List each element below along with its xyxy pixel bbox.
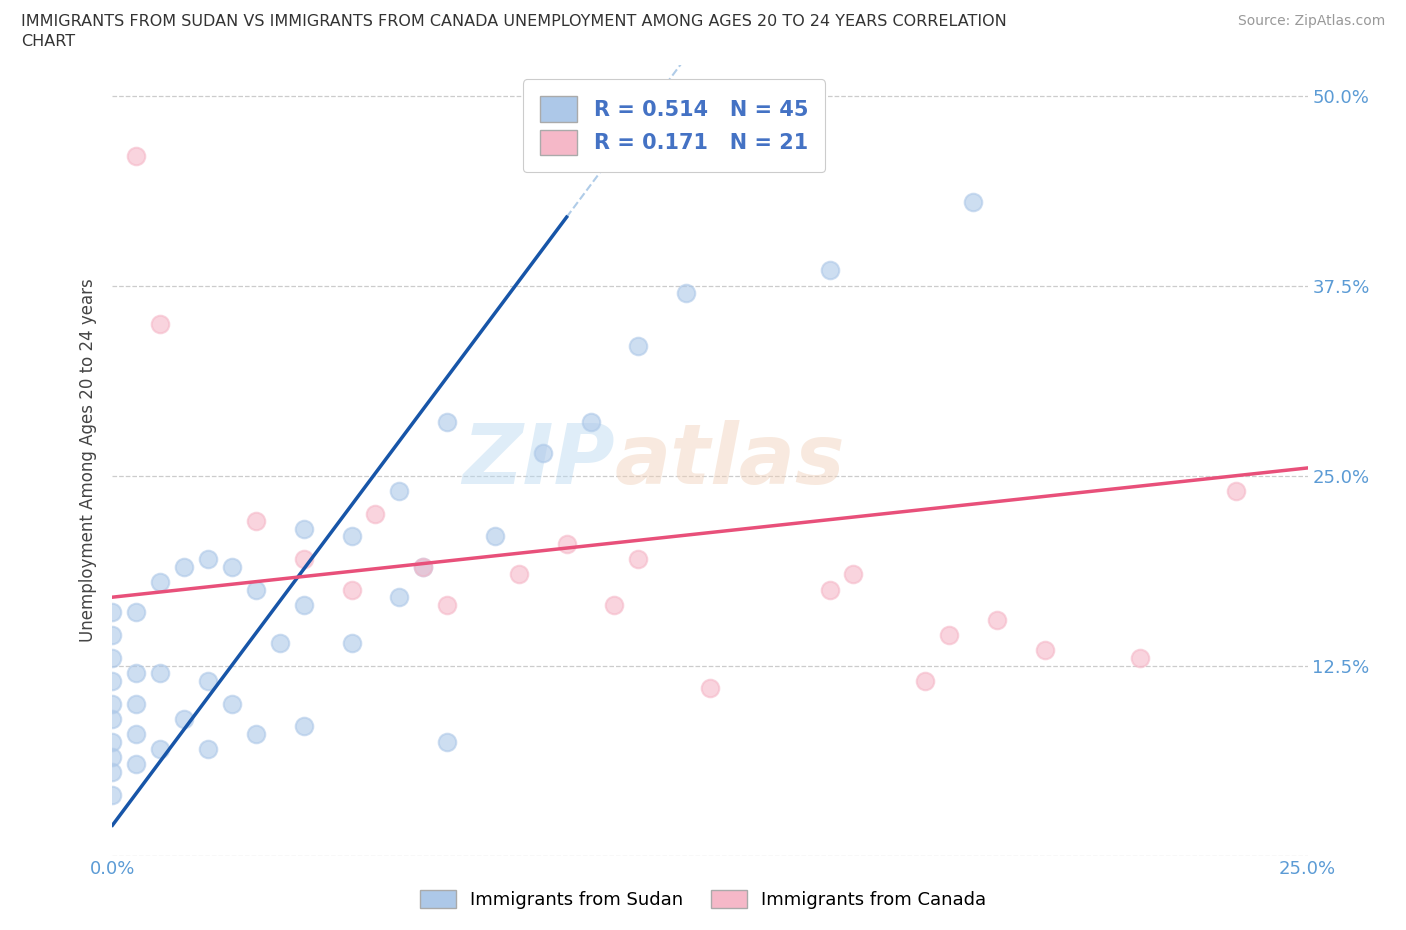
Point: [579, 415, 602, 430]
Point: [364, 506, 387, 521]
Point: [269, 635, 291, 650]
Point: [340, 582, 363, 597]
Point: [412, 559, 434, 574]
Point: [245, 582, 267, 597]
Point: [101, 651, 124, 666]
Point: [101, 711, 124, 726]
Point: [986, 613, 1008, 628]
Point: [412, 559, 434, 574]
Point: [1033, 643, 1056, 658]
Point: [149, 316, 172, 331]
Point: [245, 513, 267, 528]
Point: [292, 522, 315, 537]
Point: [1129, 651, 1152, 666]
Y-axis label: Unemployment Among Ages 20 to 24 years: Unemployment Among Ages 20 to 24 years: [79, 278, 97, 643]
Point: [173, 559, 195, 574]
Point: [221, 559, 243, 574]
Text: atlas: atlas: [614, 419, 845, 501]
Point: [149, 575, 172, 590]
Point: [436, 597, 458, 612]
Point: [555, 537, 578, 551]
Point: [675, 286, 697, 300]
Point: [627, 551, 650, 566]
Point: [531, 445, 554, 460]
Point: [197, 673, 219, 688]
Point: [173, 711, 195, 726]
Point: [125, 726, 148, 741]
Point: [197, 551, 219, 566]
Point: [914, 673, 936, 688]
Point: [818, 582, 841, 597]
Point: [388, 590, 411, 604]
Text: ZIP: ZIP: [461, 419, 614, 501]
Point: [125, 757, 148, 772]
Legend: Immigrants from Sudan, Immigrants from Canada: Immigrants from Sudan, Immigrants from C…: [412, 883, 994, 916]
Point: [340, 529, 363, 544]
Point: [436, 734, 458, 749]
Point: [818, 263, 841, 278]
Text: Source: ZipAtlas.com: Source: ZipAtlas.com: [1237, 14, 1385, 28]
Point: [125, 604, 148, 619]
Point: [292, 597, 315, 612]
Point: [627, 339, 650, 353]
Text: IMMIGRANTS FROM SUDAN VS IMMIGRANTS FROM CANADA UNEMPLOYMENT AMONG AGES 20 TO 24: IMMIGRANTS FROM SUDAN VS IMMIGRANTS FROM…: [21, 14, 1007, 29]
Point: [125, 666, 148, 681]
Point: [436, 415, 458, 430]
Point: [938, 628, 960, 643]
Point: [101, 604, 124, 619]
Point: [101, 788, 124, 803]
Point: [699, 681, 721, 696]
Legend: R = 0.514   N = 45, R = 0.171   N = 21: R = 0.514 N = 45, R = 0.171 N = 21: [523, 79, 825, 172]
Point: [245, 726, 267, 741]
Point: [197, 742, 219, 757]
Point: [149, 666, 172, 681]
Point: [292, 551, 315, 566]
Point: [101, 734, 124, 749]
Point: [101, 697, 124, 711]
Point: [125, 149, 148, 164]
Point: [842, 567, 865, 582]
Text: CHART: CHART: [21, 34, 75, 49]
Point: [1225, 484, 1247, 498]
Point: [101, 673, 124, 688]
Point: [101, 628, 124, 643]
Point: [101, 750, 124, 764]
Point: [962, 194, 984, 209]
Point: [340, 635, 363, 650]
Point: [149, 742, 172, 757]
Point: [125, 697, 148, 711]
Point: [101, 764, 124, 779]
Point: [508, 567, 530, 582]
Point: [221, 697, 243, 711]
Point: [388, 484, 411, 498]
Point: [603, 597, 626, 612]
Point: [292, 719, 315, 734]
Point: [484, 529, 506, 544]
